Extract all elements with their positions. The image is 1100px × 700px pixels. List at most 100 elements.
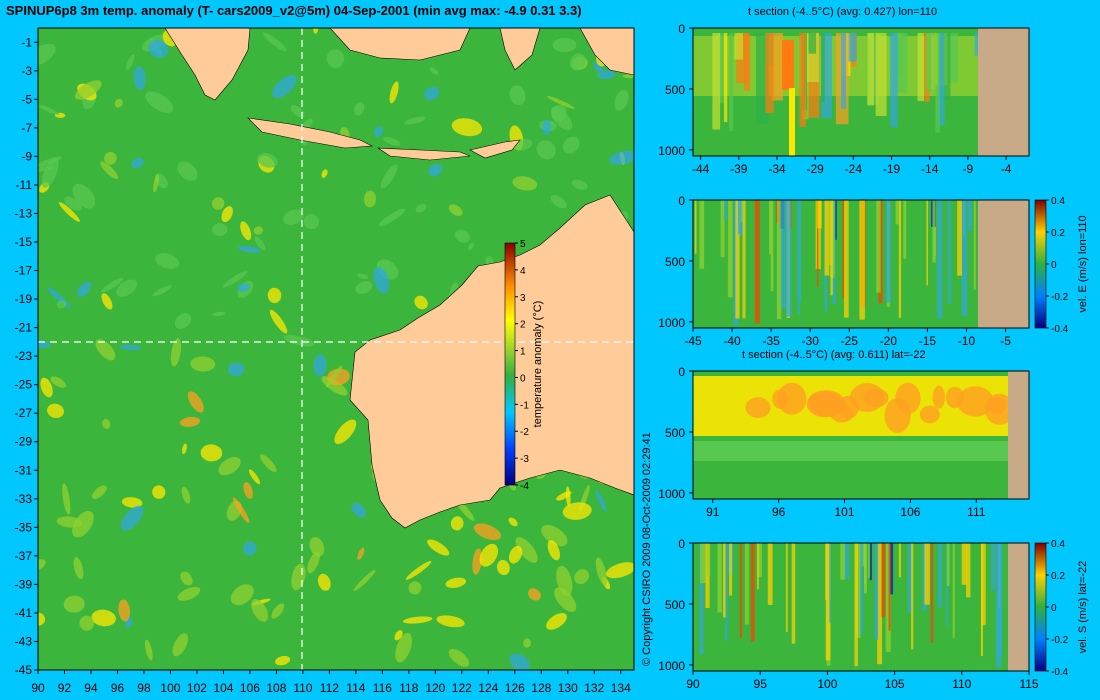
anomaly-patch	[121, 505, 144, 531]
map-x-tick-label: 108	[266, 681, 286, 695]
anomaly-patch	[243, 541, 257, 556]
velocity-column	[791, 543, 796, 644]
anomaly-patch	[148, 39, 169, 58]
velocity-column	[830, 200, 833, 296]
anomaly-patch	[326, 49, 345, 68]
anomaly-patch	[472, 548, 482, 575]
map-y-tick-label: -29	[15, 435, 33, 449]
velocity-column	[769, 200, 772, 255]
anomaly-patch	[622, 74, 634, 79]
section-x-tick-label: -40	[723, 334, 741, 348]
velocity-column	[898, 200, 902, 318]
velocity-column	[911, 543, 914, 650]
anomaly-patch	[257, 153, 278, 168]
anomaly-patch	[355, 281, 373, 294]
velocity-column	[754, 200, 760, 324]
anomaly-patch	[290, 105, 305, 118]
anomaly-patch	[536, 140, 556, 160]
anomaly-patch	[200, 444, 223, 462]
section-y-tick-label: 500	[665, 598, 685, 612]
anomaly-patch	[405, 560, 432, 580]
map-y-tick-label: -39	[15, 577, 33, 591]
vel-e-colorbar-label: vel. E (m/s) lon=110	[1077, 215, 1089, 312]
anomaly-patch	[240, 221, 252, 241]
section-column	[848, 33, 857, 62]
velocity-column	[881, 543, 886, 618]
velocity-column	[776, 200, 782, 320]
velocity-column	[937, 200, 943, 319]
section-x-tick-label: -15	[919, 334, 937, 348]
anomaly-patch	[380, 164, 398, 189]
map-x-tick-label: 132	[584, 681, 604, 695]
anomaly-patch	[550, 106, 573, 131]
temp-colorbar-tick: -2	[520, 427, 529, 438]
anomaly-patch	[155, 253, 180, 269]
map-y-tick-label: -43	[15, 634, 33, 648]
australia-land	[349, 194, 634, 529]
map-y-tick-label: -13	[15, 206, 33, 220]
section-y-tick-label: 1000	[658, 144, 685, 158]
section-x-tick-label: -35	[762, 334, 780, 348]
velocity-column	[855, 543, 861, 638]
anomaly-patch	[571, 179, 588, 190]
map-x-tick-label: 114	[346, 681, 365, 695]
velocity-column	[694, 200, 697, 254]
velocity-column	[903, 200, 907, 259]
anomaly-patch	[64, 196, 82, 211]
anomaly-patch	[414, 295, 428, 310]
velocity-column	[860, 543, 863, 635]
velocity-column	[947, 200, 951, 304]
section-frame	[692, 199, 1030, 329]
section-y-tick-label: 0	[678, 365, 685, 379]
anomaly-patch	[595, 557, 608, 586]
section-land	[978, 28, 1029, 156]
velocity-column	[825, 543, 831, 661]
anomaly-patch	[243, 482, 253, 499]
section-column	[808, 33, 817, 54]
anomaly-patch	[508, 545, 523, 564]
anomaly-patch	[180, 571, 193, 586]
vel-s-colorbar	[1034, 542, 1047, 672]
vel-e-section-panel	[693, 200, 1029, 328]
section-column	[875, 33, 887, 116]
vel-colorbar-tick: 0	[1051, 260, 1057, 271]
anomaly-patch	[126, 54, 135, 70]
map-x-tick-label: 90	[31, 681, 45, 695]
anomaly-patch	[253, 226, 264, 235]
anomaly-patch	[547, 95, 575, 109]
section-x-tick-label: 91	[706, 505, 720, 519]
anomaly-patch	[283, 334, 315, 347]
section-y-tick-label: 0	[678, 22, 685, 36]
mid-layer	[693, 441, 1029, 461]
section-land	[1008, 371, 1029, 499]
map-x-tick-label: 124	[478, 681, 498, 695]
anomaly-patch	[133, 66, 146, 90]
anomaly-patch	[595, 490, 607, 512]
section-column	[729, 33, 734, 132]
anomaly-patch	[38, 105, 60, 116]
temp-colorbar-tick: 4	[520, 266, 526, 277]
anomaly-patch	[562, 502, 592, 520]
velocity-column	[898, 543, 901, 578]
anomaly-patch	[237, 245, 261, 253]
map-y-tick-label: -41	[15, 606, 33, 620]
map-x-tick-label: 116	[373, 681, 392, 695]
temp-colorbar-tick: 0	[520, 373, 526, 384]
velocity-column	[845, 543, 850, 579]
anomaly-patch	[50, 376, 66, 388]
map-frame	[37, 27, 635, 671]
warm-column	[789, 88, 795, 156]
map-x-tick-label: 128	[531, 681, 551, 695]
section-land	[1008, 543, 1029, 671]
vel-colorbar-tick: 0.4	[1051, 539, 1065, 550]
map-x-tick-label: 100	[160, 681, 180, 695]
section-x-tick-label: -34	[768, 162, 786, 176]
section-x-tick-label: 95	[754, 677, 768, 691]
anomaly-patch	[427, 539, 450, 556]
anomaly-patch	[415, 203, 427, 213]
section-x-tick-label: -39	[730, 162, 748, 176]
map-x-tick-label: 92	[58, 681, 72, 695]
warm-core	[782, 40, 794, 90]
section-column	[917, 33, 924, 101]
section-y-tick-label: 0	[678, 537, 685, 551]
